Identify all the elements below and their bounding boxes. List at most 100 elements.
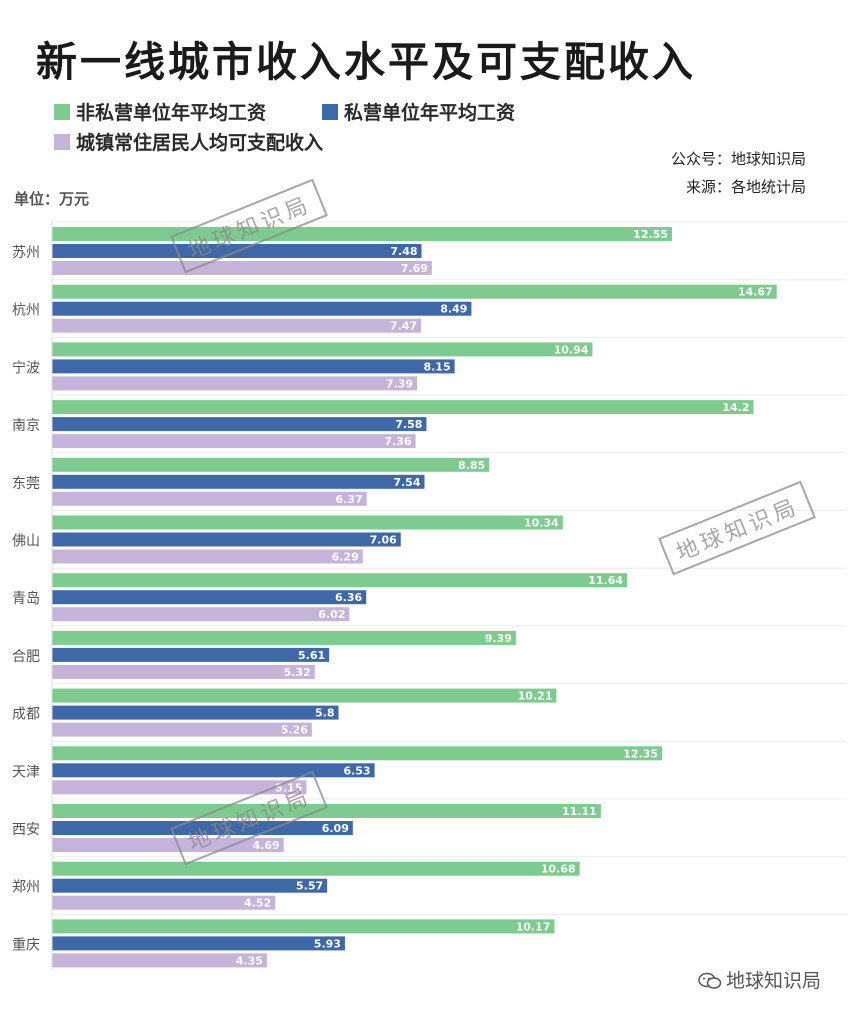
wechat-badge: 地球知识局 (698, 966, 821, 993)
bar (52, 359, 455, 374)
category-label: 佛山 (12, 534, 40, 550)
category-label: 青岛 (12, 591, 40, 607)
bar (52, 301, 472, 316)
bar (52, 763, 375, 778)
data-label: 5.57 (296, 880, 323, 893)
bar (52, 607, 350, 622)
category-label: 合肥 (12, 649, 40, 665)
bar (52, 491, 367, 506)
bar (52, 417, 427, 432)
data-label: 7.36 (384, 435, 411, 448)
category-label: 杭州 (12, 303, 40, 319)
bar (52, 573, 628, 588)
chart-title: 新一线城市收入水平及可支配收入 (36, 38, 696, 86)
legend-swatch-disposable (54, 134, 70, 150)
bar (52, 342, 593, 357)
data-label: 7.39 (386, 377, 413, 390)
data-label: 6.02 (318, 608, 345, 621)
bar (52, 284, 777, 299)
data-label: 5.15 (275, 781, 302, 794)
bar (52, 838, 284, 852)
bar (52, 227, 672, 241)
category-label: 天津 (12, 764, 40, 780)
bar (52, 746, 663, 761)
data-label: 6.09 (322, 822, 349, 835)
bar (52, 434, 416, 449)
data-label: 8.49 (440, 303, 467, 316)
legend-label-disposable: 城镇常住居民人均可支配收入 (76, 132, 324, 154)
data-label: 5.61 (298, 649, 325, 662)
data-label: 11.11 (562, 805, 597, 818)
data-label: 7.54 (393, 476, 420, 489)
data-label: 6.37 (336, 493, 363, 506)
data-label: 7.58 (395, 418, 422, 431)
data-label: 7.06 (370, 534, 397, 547)
data-label: 4.52 (244, 897, 271, 910)
bar (52, 244, 422, 258)
data-label: 9.39 (485, 632, 512, 645)
bar (52, 318, 422, 333)
account-info: 公众号：地球知识局 (670, 150, 806, 168)
bar (52, 878, 328, 893)
category-label: 重庆 (12, 937, 40, 953)
bar (52, 821, 353, 835)
legend-label-non-private: 非私营单位年平均工资 (76, 102, 267, 124)
legend-item-private: 私营单位年平均工资 (322, 98, 515, 125)
bar (52, 953, 267, 968)
bar (52, 722, 312, 737)
category-label: 西安 (12, 822, 40, 838)
bar (52, 647, 330, 662)
data-label: 4.35 (236, 954, 263, 967)
bar (52, 919, 555, 934)
bar (52, 936, 345, 951)
data-label: 4.69 (253, 839, 280, 852)
bar (52, 532, 401, 547)
data-label: 10.94 (554, 343, 589, 356)
bar (52, 630, 516, 645)
data-label: 7.69 (401, 262, 428, 275)
data-label: 12.55 (633, 228, 668, 241)
legend-item-disposable: 城镇常住居民人均可支配收入 (54, 128, 323, 155)
bar (52, 705, 339, 720)
bar (52, 895, 276, 910)
data-label: 8.15 (423, 360, 450, 373)
unit-label: 单位：万元 (14, 190, 90, 208)
bar (52, 861, 580, 876)
data-label: 10.68 (541, 863, 576, 876)
data-label: 5.32 (284, 666, 311, 679)
category-label: 郑州 (12, 880, 40, 896)
category-label: 苏州 (12, 245, 40, 261)
bar (52, 664, 315, 679)
category-label: 南京 (12, 418, 40, 434)
bar (52, 261, 432, 275)
bar (52, 780, 307, 795)
data-label: 10.21 (518, 690, 553, 703)
source-info: 来源：各地统计局 (685, 178, 806, 196)
data-label: 7.48 (390, 245, 417, 258)
bar (52, 376, 418, 391)
data-label: 8.85 (458, 459, 485, 472)
bar (52, 688, 557, 703)
bar (52, 515, 563, 530)
data-label: 5.93 (314, 937, 341, 950)
wechat-label: 地球知识局 (726, 970, 822, 992)
data-label: 10.17 (516, 920, 551, 933)
data-label: 7.47 (390, 320, 417, 333)
bar (52, 457, 490, 472)
data-label: 6.36 (335, 591, 362, 604)
category-label: 宁波 (12, 359, 40, 376)
data-label: 10.34 (524, 517, 559, 530)
legend-item-non-private: 非私营单位年平均工资 (54, 98, 266, 125)
bar (52, 590, 367, 605)
category-label: 成都 (12, 707, 40, 723)
data-label: 14.2 (722, 401, 749, 414)
bar (52, 400, 754, 415)
legend-swatch-non-private (54, 104, 70, 120)
data-label: 6.53 (343, 764, 370, 777)
bar (52, 549, 363, 564)
data-label: 6.29 (332, 551, 359, 564)
data-label: 5.8 (315, 707, 335, 720)
category-label: 东莞 (12, 476, 40, 492)
wechat-icon (698, 972, 722, 989)
